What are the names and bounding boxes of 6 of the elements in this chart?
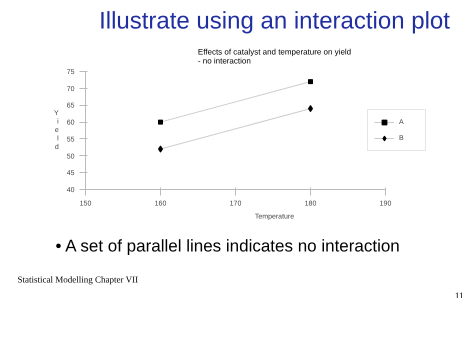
point	[308, 79, 313, 84]
chart-subtitle: Effects of catalyst and temperature on yield - no interaction	[198, 48, 352, 66]
text: • A set of parallel lines indicates no interaction	[56, 236, 400, 256]
point	[158, 120, 163, 125]
chart-title: Illustrate using an interaction plot	[99, 8, 450, 34]
text: Statistical Modelling Chapter VII	[18, 274, 138, 284]
